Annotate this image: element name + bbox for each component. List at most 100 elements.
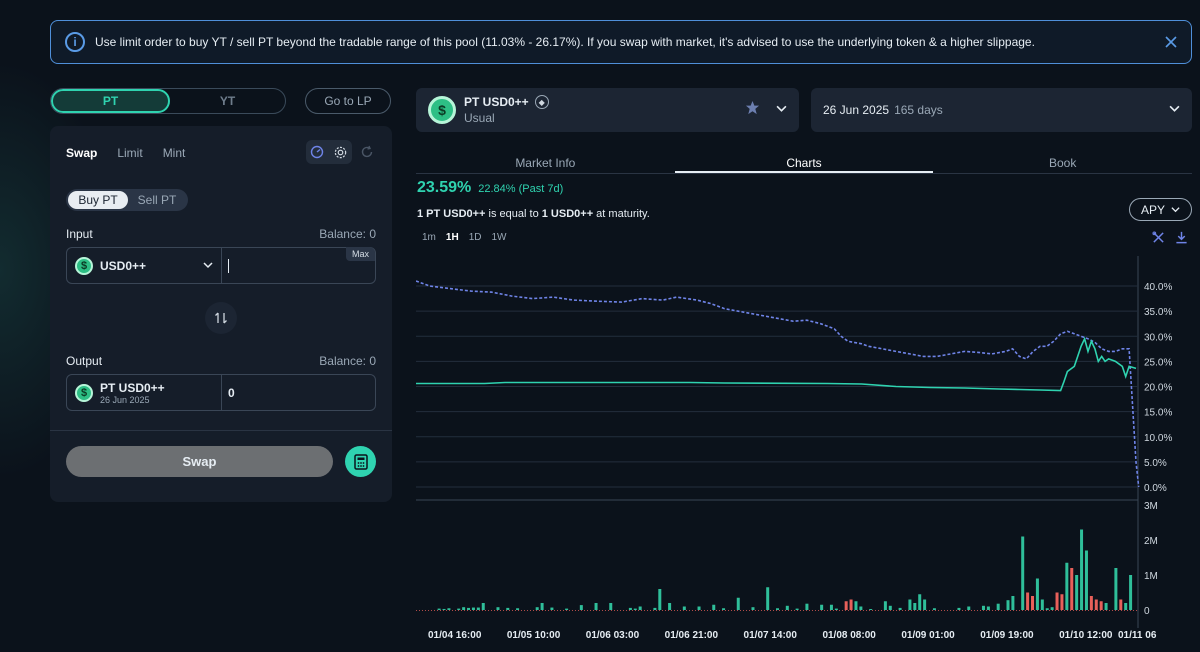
output-token-date: 26 Jun 2025 <box>100 394 150 405</box>
swap-tools <box>306 140 374 164</box>
volume-bar <box>1011 596 1015 610</box>
output-amount: 0 <box>228 385 235 400</box>
volume-bar <box>447 608 451 610</box>
volume-bar <box>565 608 569 610</box>
sell-pt-tab[interactable]: Sell PT <box>137 193 177 207</box>
y-tick-label: 30.0% <box>1144 332 1172 343</box>
volume-bar <box>579 605 583 610</box>
volume-bar <box>766 587 770 610</box>
volume-tick-label: 3M <box>1144 501 1158 512</box>
volume-bar <box>712 604 716 610</box>
volume-bar <box>883 601 887 610</box>
input-token-select[interactable]: $ USD0++ <box>67 248 222 283</box>
info-tabs: Market Info Charts Book <box>416 156 1192 174</box>
buy-pt-tab[interactable]: Buy PT <box>68 191 128 209</box>
trade-tabs: Swap Limit Mint <box>66 146 185 160</box>
volume-bar <box>844 601 848 610</box>
volume-bar <box>854 601 858 610</box>
tab-mint[interactable]: Mint <box>162 146 186 160</box>
x-tick-label: 01/10 12:00 <box>1059 630 1113 641</box>
volume-bar <box>820 604 824 610</box>
volume-bar <box>496 607 500 610</box>
volume-bar <box>1050 607 1054 610</box>
market-sub: Usual <box>464 111 495 125</box>
swap-button[interactable]: Swap <box>66 446 333 477</box>
dashed-series-line <box>416 280 1140 488</box>
volume-bar <box>1119 599 1123 610</box>
chart-tools <box>1152 231 1188 249</box>
range-1w[interactable]: 1W <box>491 232 507 243</box>
tab-book[interactable]: Book <box>1049 156 1077 170</box>
download-icon[interactable] <box>1175 231 1188 249</box>
yt-tab[interactable]: YT <box>219 94 236 108</box>
volume-bar <box>471 607 475 610</box>
equivalence-note: 1 PT USD0++ is equal to 1 USD0++ at matu… <box>417 208 650 220</box>
maturity-selector[interactable]: 26 Jun 2025 165 days <box>811 88 1192 132</box>
volume-bar <box>785 605 789 610</box>
volume-bar <box>1099 601 1103 610</box>
divider <box>50 430 392 431</box>
volume-bar <box>457 608 461 610</box>
tab-market-info[interactable]: Market Info <box>515 156 576 170</box>
volume-bar <box>1084 550 1088 610</box>
pt-tab[interactable]: PT <box>51 89 170 113</box>
x-tick-label: 01/08 08:00 <box>822 630 876 641</box>
volume-bar <box>1031 596 1035 610</box>
refresh-icon[interactable] <box>360 145 374 159</box>
star-icon[interactable] <box>745 100 760 120</box>
usd0-coin-icon: $ <box>75 256 93 275</box>
chevron-down-icon[interactable] <box>776 101 787 119</box>
volume-bar <box>653 607 657 610</box>
buy-sell-toggle: Buy PT Sell PT <box>66 189 188 211</box>
volume-bar <box>516 608 520 610</box>
output-token: $ PT USD0++ 26 Jun 2025 <box>67 375 222 410</box>
volume-bar <box>996 603 1000 610</box>
volume-bar <box>751 607 755 610</box>
close-icon[interactable] <box>1165 32 1177 53</box>
swap-direction-button[interactable] <box>205 302 237 334</box>
output-field: $ PT USD0++ 26 Jun 2025 0 <box>66 374 376 411</box>
max-button[interactable]: Max <box>345 247 375 261</box>
chevron-down-icon <box>1169 103 1180 117</box>
tools-icon[interactable] <box>1152 231 1165 249</box>
maturity-date: 26 Jun 2025 <box>823 103 890 117</box>
range-1d[interactable]: 1D <box>468 232 482 243</box>
volume-bar <box>682 606 686 610</box>
volume-bar <box>805 603 809 610</box>
volume-bar <box>609 603 613 610</box>
gear-icon[interactable] <box>333 145 348 160</box>
input-amount[interactable]: Max <box>222 247 375 283</box>
volume-bar <box>1065 562 1069 610</box>
input-field: $ USD0++ Max <box>66 247 376 284</box>
tab-limit[interactable]: Limit <box>117 146 143 160</box>
volume-bar <box>834 608 838 610</box>
speedometer-icon[interactable] <box>310 145 324 159</box>
volume-tick-label: 2M <box>1144 536 1158 547</box>
warning-banner: i Use limit order to buy YT / sell PT be… <box>50 20 1192 64</box>
x-tick-label: 01/07 14:00 <box>744 630 798 641</box>
market-toggle-row: PT YT Go to LP <box>50 88 391 114</box>
volume-bar <box>981 605 985 610</box>
tab-charts[interactable]: Charts <box>674 156 934 173</box>
range-1m[interactable]: 1m <box>422 232 436 243</box>
solid-series-line <box>416 336 1137 392</box>
volume-bar <box>1114 568 1118 610</box>
input-label: Input <box>66 227 93 241</box>
volume-bar <box>658 589 662 610</box>
range-1h[interactable]: 1H <box>445 232 459 243</box>
pt-yt-toggle: PT YT <box>50 88 286 114</box>
x-tick-label: 01/05 10:00 <box>507 630 561 641</box>
volume-bar <box>1104 603 1108 610</box>
calculator-button[interactable] <box>345 446 376 477</box>
volume-bar <box>668 603 672 610</box>
volume-bar <box>638 606 642 610</box>
apy-stats: 23.59% 22.84% (Past 7d) <box>417 179 563 197</box>
go-to-lp-button[interactable]: Go to LP <box>305 88 391 114</box>
volume-bar <box>1006 600 1010 610</box>
apy-dropdown[interactable]: APY <box>1129 198 1192 221</box>
y-tick-label: 5.0% <box>1144 458 1167 469</box>
equal-suffix: at maturity. <box>593 208 650 220</box>
market-selector[interactable]: $ PT USD0++ ◆ Usual <box>416 88 799 132</box>
tab-swap[interactable]: Swap <box>66 146 98 160</box>
volume-bar <box>540 603 544 610</box>
